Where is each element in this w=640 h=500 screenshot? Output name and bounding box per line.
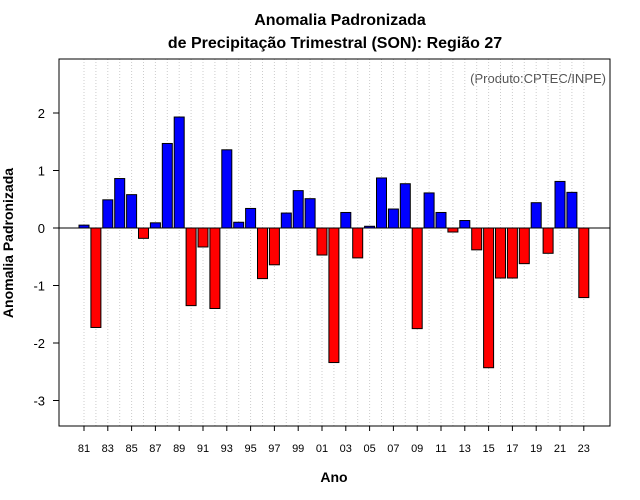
bar-93 [221, 149, 233, 229]
x-tick-label: 09 [411, 443, 423, 455]
x-tick-label: 23 [578, 443, 590, 455]
bar-19 [530, 202, 542, 229]
bar-86 [138, 227, 149, 239]
x-tick-label: 15 [482, 443, 494, 455]
bar-22 [566, 191, 578, 229]
bar-14 [471, 227, 483, 251]
x-tick-label: 07 [387, 443, 399, 455]
x-tick-label: 99 [292, 443, 304, 455]
bar-17 [506, 227, 518, 279]
y-tick-label: -1 [33, 279, 45, 294]
x-tick-label: 05 [363, 443, 375, 455]
y-tick-label: 2 [38, 106, 45, 121]
bar-85 [126, 194, 138, 229]
x-tick-label: 21 [554, 443, 566, 455]
bar-11 [435, 211, 447, 229]
bar-16 [495, 227, 506, 279]
bar-09 [411, 227, 423, 330]
bar-04 [352, 227, 364, 259]
bar-21 [554, 180, 566, 229]
bar-23 [578, 227, 590, 299]
x-tick-label: 19 [530, 443, 542, 455]
bar-01 [316, 227, 328, 256]
x-tick-label: 83 [102, 443, 114, 455]
y-tick-label: 0 [38, 221, 45, 236]
chart-title: Anomalia Padronizada [254, 12, 426, 29]
bar-90 [185, 227, 197, 307]
bar-07 [387, 208, 399, 229]
bar-00 [304, 198, 316, 229]
bar-06 [376, 177, 387, 229]
bar-20 [542, 227, 554, 254]
bar-89 [173, 116, 185, 229]
x-tick-label: 01 [316, 443, 328, 455]
bar-15 [483, 227, 495, 369]
bar-03 [340, 211, 352, 229]
bar-91 [197, 227, 209, 248]
x-tick-label: 93 [221, 443, 233, 455]
bar-13 [459, 220, 471, 229]
x-tick-label: 97 [268, 443, 280, 455]
x-axis-title: Ano [320, 469, 347, 485]
y-axis-title: Anomalia Padronizada [0, 168, 16, 318]
chart-subtitle: de Precipitação Trimestral (SON): Região… [168, 35, 502, 52]
x-tick-label: 85 [125, 443, 137, 455]
x-tick-label: 11 [435, 443, 446, 455]
bar-98 [280, 212, 292, 229]
x-tick-label: 17 [506, 443, 518, 455]
bar-12 [447, 227, 459, 233]
bar-96 [257, 227, 268, 280]
source-annotation: (Produto:CPTEC/INPE) [470, 71, 606, 86]
bar-02 [328, 227, 340, 364]
bars [78, 116, 590, 369]
bar-82 [90, 227, 102, 328]
bar-88 [161, 142, 173, 229]
bar-92 [209, 227, 221, 309]
y-tick-label: 1 [38, 164, 45, 179]
bar-95 [245, 207, 257, 229]
bar-84 [114, 178, 126, 229]
plot-frame [58, 58, 611, 427]
bar-99 [292, 190, 304, 229]
x-tick-label: 95 [244, 443, 256, 455]
y-tick-label: -2 [33, 336, 45, 351]
x-tick-label: 03 [340, 443, 352, 455]
x-tick-label: 89 [173, 443, 185, 455]
bar-83 [102, 199, 114, 229]
y-axis: -3 -2 -1 0 1 2 [33, 106, 59, 409]
y-tick-label: -3 [33, 394, 45, 409]
x-tick-label: 91 [197, 443, 209, 455]
bar-10 [423, 192, 435, 229]
bar-08 [399, 183, 411, 229]
x-tick-label: 87 [149, 443, 161, 455]
x-axis: 81 83 85 87 89 91 93 95 97 99 01 03 05 07 09 11 13 15 17 19… [78, 426, 590, 455]
bar-97 [268, 227, 280, 266]
bar-94 [233, 221, 245, 229]
bar-18 [518, 227, 530, 265]
bar-87 [149, 222, 161, 229]
x-tick-label: 81 [78, 443, 90, 455]
x-tick-label: 13 [459, 443, 471, 455]
